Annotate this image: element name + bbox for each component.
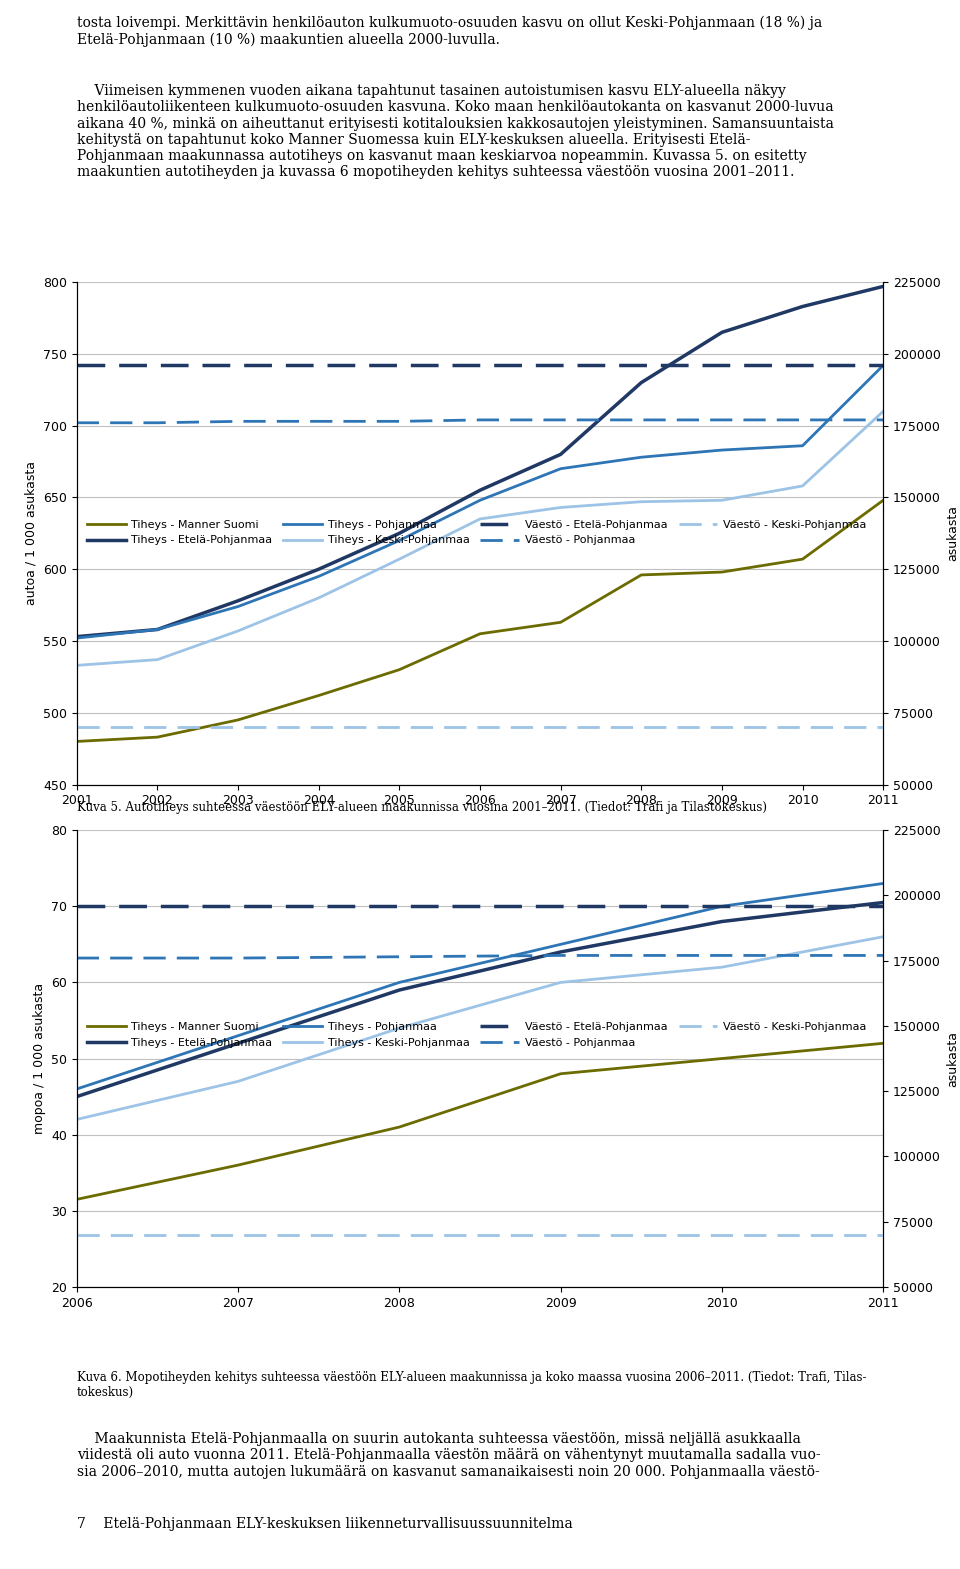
Legend: Tiheys - Manner Suomi, Tiheys - Etelä-Pohjanmaa, Tiheys - Pohjanmaa, Tiheys - Ke: Tiheys - Manner Suomi, Tiheys - Etelä-Po… bbox=[83, 1018, 474, 1051]
Text: 7    Etelä-Pohjanmaan ELY-keskuksen liikenneturvallisuussuunnitelma: 7 Etelä-Pohjanmaan ELY-keskuksen liikenn… bbox=[77, 1517, 572, 1531]
Y-axis label: autoa / 1 000 asukasta: autoa / 1 000 asukasta bbox=[25, 461, 37, 606]
Text: Viimeisen kymmenen vuoden aikana tapahtunut tasainen autoistumisen kasvu ELY-alu: Viimeisen kymmenen vuoden aikana tapahtu… bbox=[77, 85, 833, 179]
Text: Maakunnista Etelä-Pohjanmaalla on suurin autokanta suhteessa väestöön, missä nel: Maakunnista Etelä-Pohjanmaalla on suurin… bbox=[77, 1432, 821, 1478]
Text: tosta loivempi. Merkittävin henkilöauton kulkumuoto-osuuden kasvu on ollut Keski: tosta loivempi. Merkittävin henkilöauton… bbox=[77, 16, 822, 47]
Y-axis label: asukasta: asukasta bbox=[947, 1031, 959, 1086]
Legend: Väestö - Etelä-Pohjanmaa, Väestö - Pohjanmaa, Väestö - Keski-Pohjanmaa: Väestö - Etelä-Pohjanmaa, Väestö - Pohja… bbox=[476, 516, 871, 549]
Y-axis label: asukasta: asukasta bbox=[947, 505, 959, 562]
Legend: Tiheys - Manner Suomi, Tiheys - Etelä-Pohjanmaa, Tiheys - Pohjanmaa, Tiheys - Ke: Tiheys - Manner Suomi, Tiheys - Etelä-Po… bbox=[83, 516, 474, 549]
Legend: Väestö - Etelä-Pohjanmaa, Väestö - Pohjanmaa, Väestö - Keski-Pohjanmaa: Väestö - Etelä-Pohjanmaa, Väestö - Pohja… bbox=[476, 1018, 871, 1051]
Text: Kuva 6. Mopotiheyden kehitys suhteessa väestöön ELY-alueen maakunnissa ja koko m: Kuva 6. Mopotiheyden kehitys suhteessa v… bbox=[77, 1371, 866, 1398]
Y-axis label: mopoa / 1 000 asukasta: mopoa / 1 000 asukasta bbox=[33, 982, 45, 1134]
Text: Kuva 5. Autotiheys suhteessa väestöön ELY-alueen maakunnissa vuosina 2001–2011. : Kuva 5. Autotiheys suhteessa väestöön EL… bbox=[77, 800, 767, 814]
